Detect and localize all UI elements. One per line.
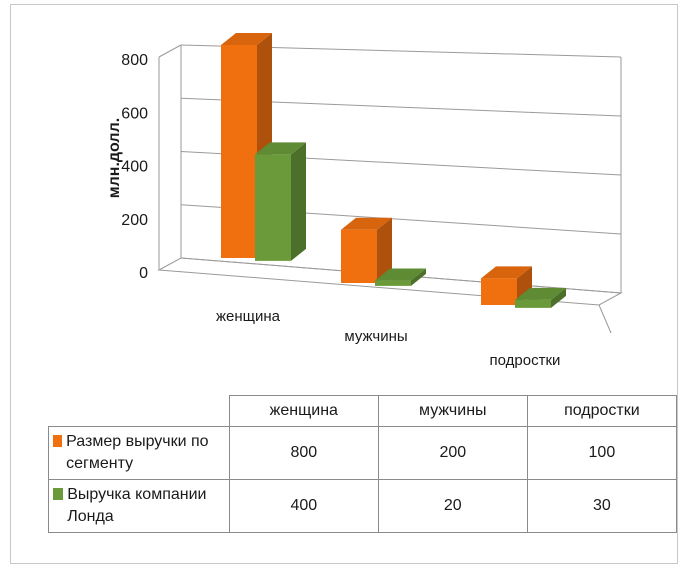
- series-name: Размер выручки по сегменту: [66, 433, 209, 472]
- table-header-cell: подростки: [526, 395, 678, 427]
- table-header-cell: женщина: [228, 395, 379, 427]
- y-tick-label: 0: [139, 265, 148, 282]
- bar-front: [255, 154, 291, 261]
- table-cell: 100: [526, 426, 678, 480]
- bar-top: [375, 268, 426, 281]
- series-label-cell: Выручка компании Лонда: [48, 479, 230, 533]
- table-header-cell: мужчины: [377, 395, 528, 427]
- bar-side: [411, 268, 426, 286]
- bar-front: [515, 299, 551, 308]
- y-tick-label: 600: [121, 105, 148, 122]
- table-corner: [48, 395, 230, 427]
- bar-top: [515, 287, 566, 300]
- y-axis-title: млн.долл.: [106, 118, 123, 198]
- table-cell: 800: [228, 426, 379, 480]
- bar-front: [221, 45, 257, 258]
- bar-side: [377, 217, 392, 283]
- floor-edge: [598, 304, 612, 334]
- bar-top: [341, 217, 392, 230]
- x-category-label: подростки: [490, 352, 561, 369]
- wall-edge: [158, 44, 182, 58]
- bar-top: [481, 266, 532, 279]
- table-row: Размер выручки по сегменту 800 200 100: [48, 426, 678, 480]
- table-cell: 400: [228, 479, 379, 533]
- legend-key-green: [53, 488, 64, 500]
- y-tick-label: 200: [121, 212, 148, 229]
- table-cell: 20: [377, 479, 528, 533]
- table-cell: 200: [377, 426, 528, 480]
- series-name: Выручка компании Лонда: [67, 486, 207, 525]
- data-table: женщина мужчины подростки Размер выручки…: [48, 395, 678, 533]
- y-tick-label: 800: [121, 52, 148, 69]
- chart-plot: 0 200 400 600 800 млн.долл. женщина мужчины подр…: [106, 33, 623, 369]
- bar-side: [291, 142, 306, 261]
- x-category-label: женщина: [216, 308, 281, 325]
- bar-top: [221, 33, 272, 45]
- series-label-cell: Размер выручки по сегменту: [48, 426, 230, 480]
- bar-front: [481, 278, 517, 305]
- bar-side: [551, 287, 566, 308]
- legend-key-orange: [53, 435, 63, 447]
- x-category-label: мужчины: [344, 328, 407, 345]
- y-tick-label: 400: [121, 159, 148, 176]
- table-row: Выручка компании Лонда 400 20 30: [48, 479, 678, 533]
- table-header-row: женщина мужчины подростки: [48, 395, 678, 427]
- table-cell: 30: [526, 479, 678, 533]
- bar-top: [255, 142, 306, 155]
- chart-frame: 0 200 400 600 800 млн.долл. женщина мужчины подр…: [10, 4, 678, 564]
- bar-front: [375, 280, 411, 286]
- bar-front: [341, 229, 377, 283]
